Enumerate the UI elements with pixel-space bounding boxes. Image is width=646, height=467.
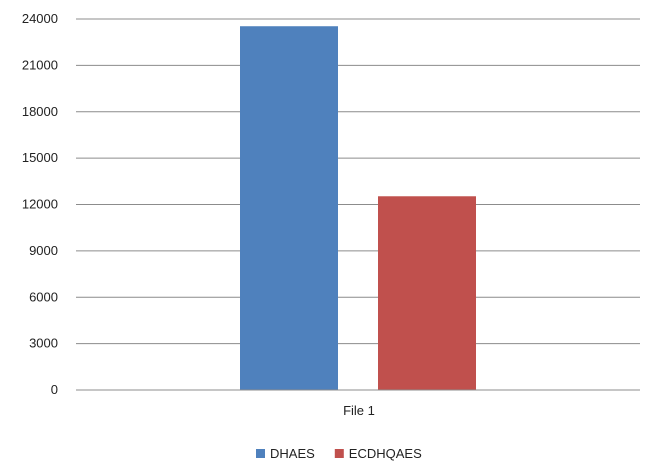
gridlines — [76, 19, 640, 344]
bar-ecdhqaes — [379, 197, 476, 390]
y-tick-label: 9000 — [29, 243, 58, 258]
y-tick-label: 3000 — [29, 336, 58, 351]
y-tick-label: 15000 — [22, 150, 58, 165]
y-tick-label: 12000 — [22, 197, 58, 212]
x-category-label: File 1 — [343, 403, 375, 418]
legend-label-ecdhqaes: ECDHQAES — [349, 446, 422, 461]
y-tick-label: 6000 — [29, 289, 58, 304]
bars — [241, 27, 476, 390]
y-axis-tick-labels: 0 3000 6000 9000 12000 15000 18000 21000 24000 — [22, 11, 58, 397]
legend-swatch-ecdhqaes — [335, 449, 344, 458]
y-tick-label: 18000 — [22, 104, 58, 119]
legend-label-dhaes: DHAES — [270, 446, 315, 461]
y-tick-label: 0 — [51, 382, 58, 397]
y-tick-label: 21000 — [22, 57, 58, 72]
legend-swatch-dhaes — [256, 449, 265, 458]
y-tick-label: 24000 — [22, 11, 58, 26]
x-axis-category-labels: File 1 — [343, 403, 375, 418]
legend: DHAES ECDHQAES — [256, 446, 422, 461]
bar-dhaes — [241, 27, 338, 390]
